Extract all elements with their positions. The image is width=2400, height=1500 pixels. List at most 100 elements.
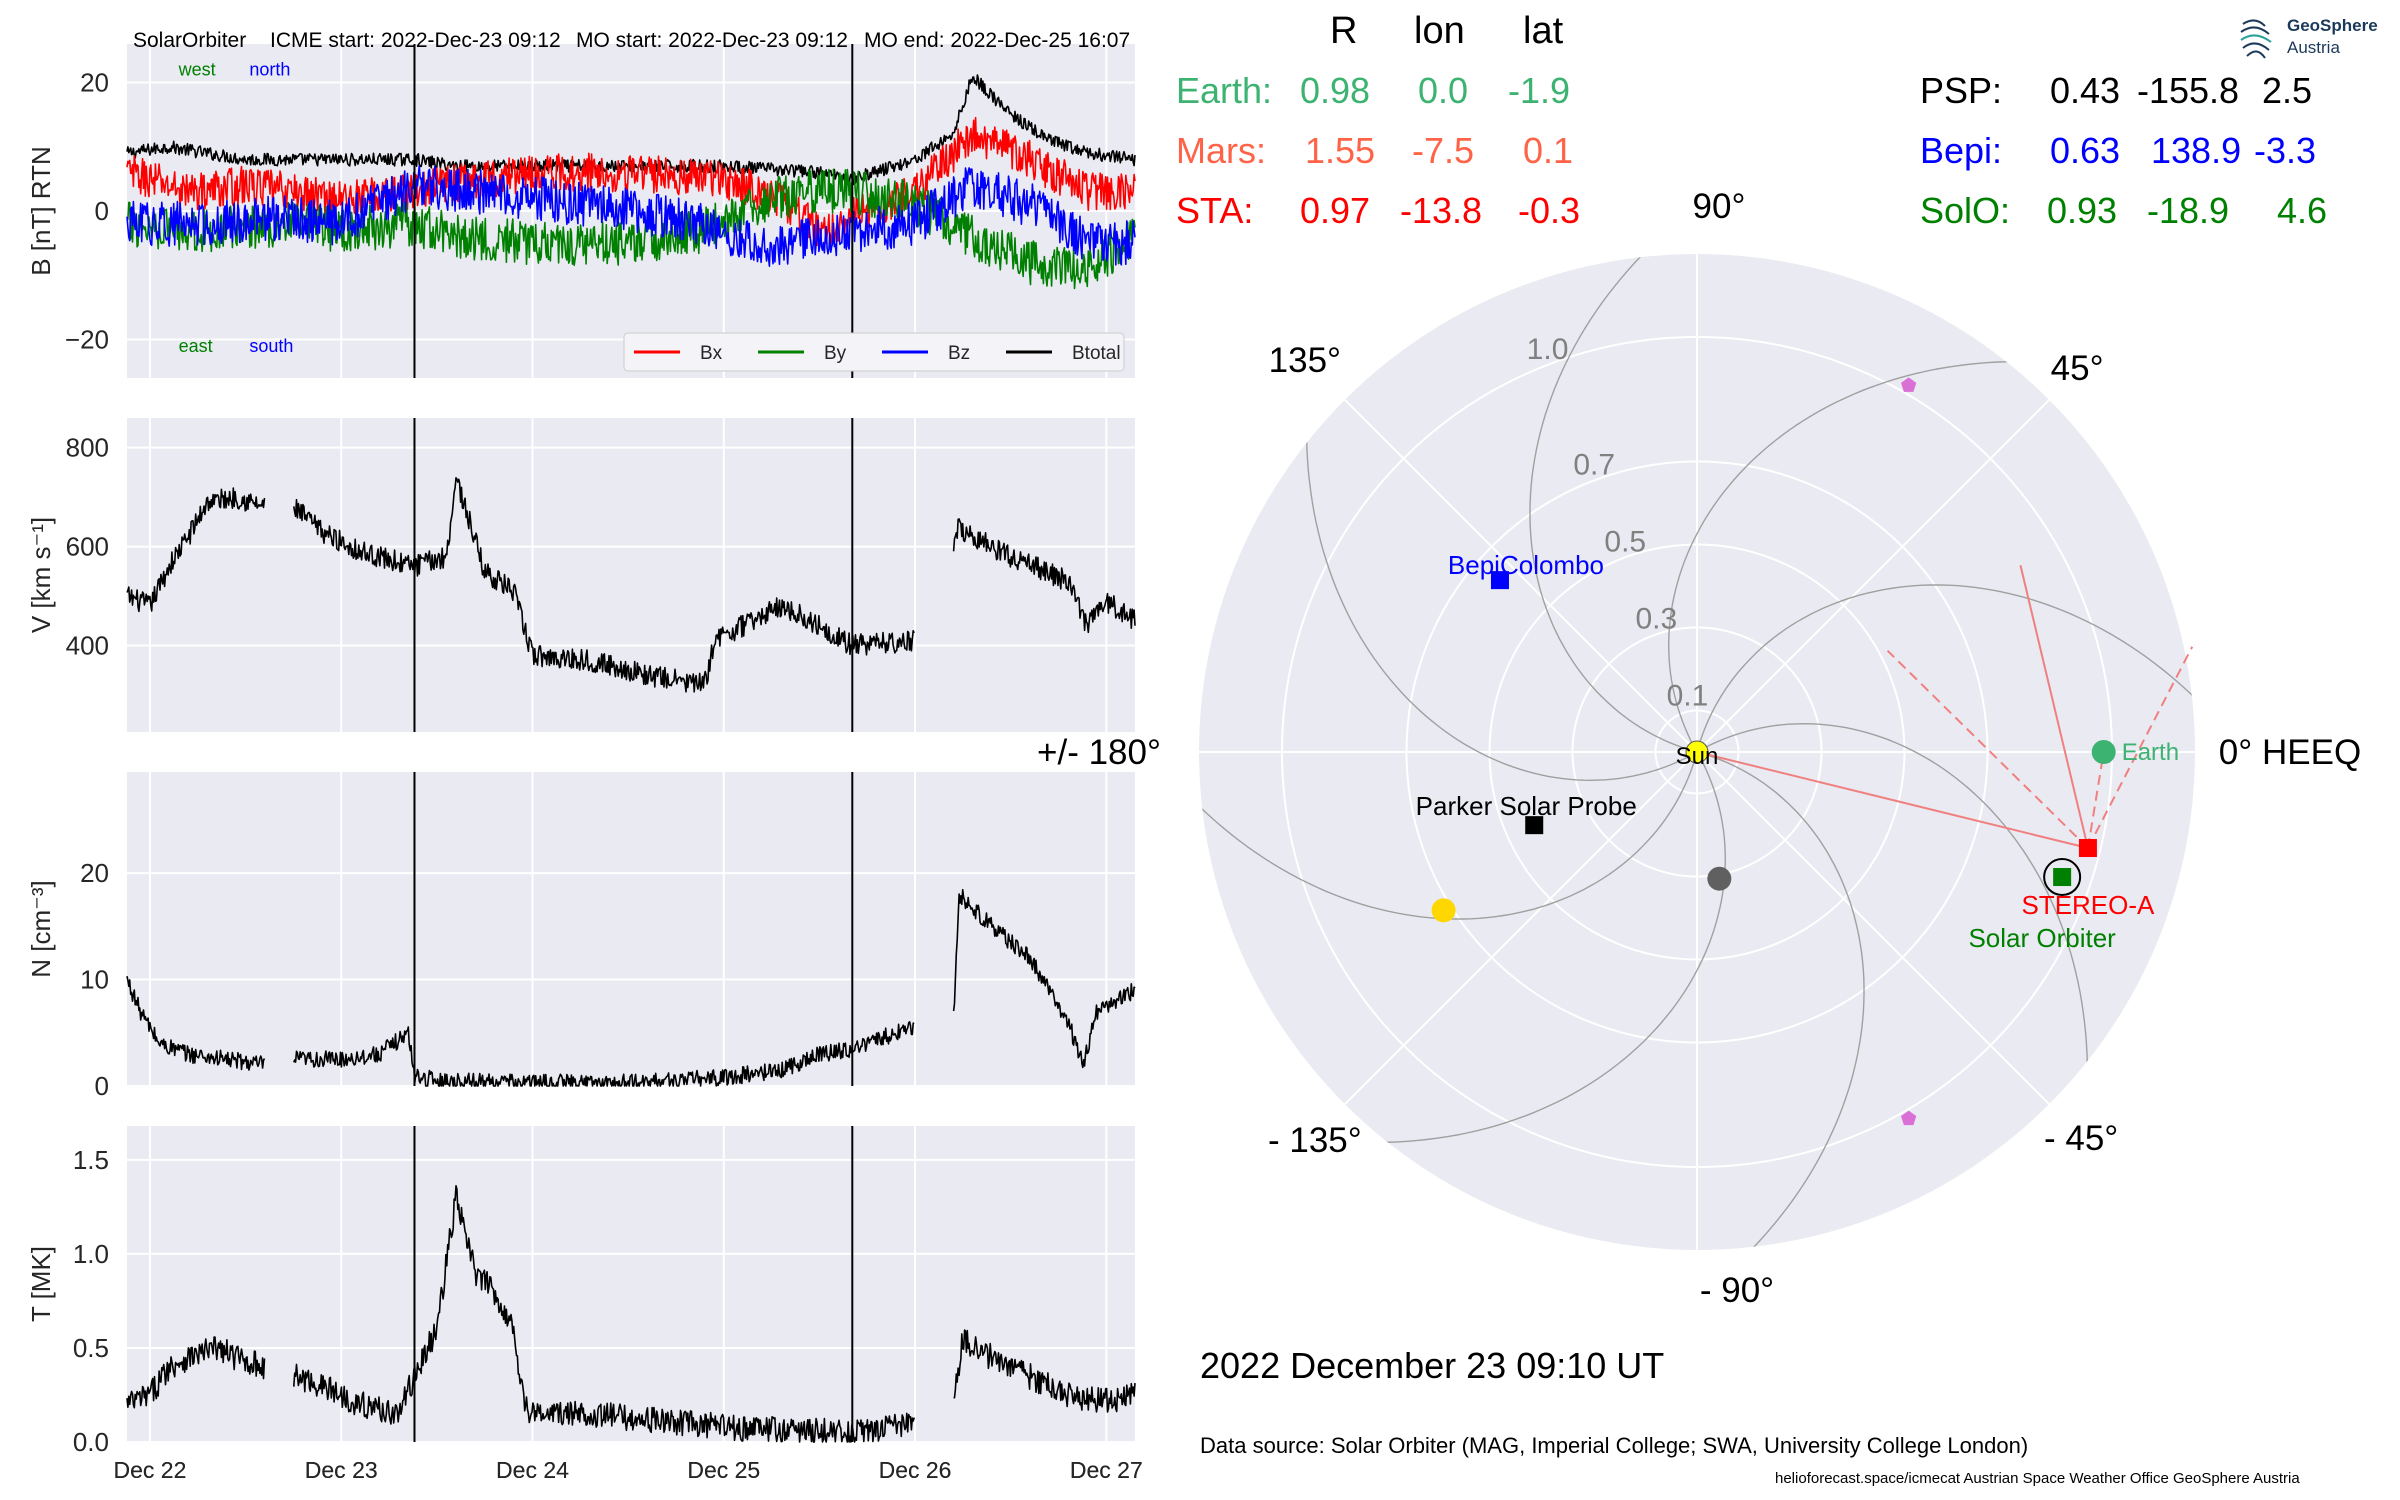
y-tick-label: 600 (66, 532, 109, 562)
x-tick-label: Dec 25 (687, 1457, 760, 1483)
pos-lat: 2.5 (2262, 70, 2313, 111)
y-tick-label: 20 (80, 68, 109, 98)
pos-name: Mars: (1176, 130, 1266, 171)
pos-name: SolO: (1920, 190, 2011, 231)
parker-spirals (1199, 254, 2195, 1250)
stereo-a-label: STEREO-A (2021, 890, 2155, 920)
polar-r-tick-label: 0.3 (1636, 603, 1678, 636)
y-axis-label: V [km s⁻¹] (26, 517, 56, 633)
polar-r-tick-label: 1.0 (1527, 333, 1569, 366)
parker-spiral-line (1694, 751, 1865, 1250)
pos-lon: 0.0 (1418, 70, 1469, 111)
polar-angular-gridline (1344, 751, 1698, 1105)
pos-r: 0.43 (2050, 70, 2121, 111)
header-spacecraft: SolarOrbiter (133, 29, 247, 52)
x-tick-label: Dec 24 (496, 1457, 569, 1483)
sun-marker (1685, 740, 1709, 764)
series-bx-line (126, 116, 1136, 247)
solar-orbiter-marker (2053, 868, 2072, 887)
parker-spiral-line (1667, 360, 2087, 753)
x-tick-label: Dec 24 (496, 1457, 569, 1483)
legend-box (623, 332, 1125, 372)
polar-r-tick-label: 0.5 (1604, 526, 1646, 559)
legend-label-bx: Bx (700, 343, 723, 364)
annotation-label: south (249, 336, 293, 356)
insitu-panel-3: 0 10 20 N [cm⁻³] (26, 772, 1136, 1101)
panel-background (127, 772, 1135, 1086)
pos-r: 0.98 (1300, 70, 1371, 111)
polar-angular-gridline (1696, 751, 2050, 1105)
pos-r: 1.55 (1305, 130, 1376, 171)
x-tick-label: Dec 23 (305, 1457, 378, 1483)
y-axis-label: T [MK] (26, 1246, 56, 1322)
pos-lat: -1.9 (1508, 70, 1571, 111)
panel-background (127, 1126, 1135, 1442)
source-label: Data source: Solar Orbiter (MAG, Imperia… (1200, 1433, 2029, 1458)
y-tick-label: 1.0 (73, 1239, 109, 1269)
polar-angle-label: - 135° (1268, 1121, 1362, 1160)
insitu-panel-1: −20 0 20 B [nT] RTN west north east south Bx By Bz… (26, 44, 1143, 1483)
bepicolombo-marker (1490, 571, 1509, 590)
parker-solar-probe-label: Parker Solar Probe (1416, 791, 1637, 821)
y-tick-label: 10 (80, 965, 109, 995)
annotation-label: west (178, 60, 216, 80)
pos-r: 0.97 (1300, 190, 1371, 231)
stereo-a-fov-line (2087, 646, 2194, 849)
stereo-a-fov-line (2086, 751, 2105, 849)
y-tick-label: 400 (66, 630, 109, 660)
pos-lon: -7.5 (1412, 130, 1475, 171)
logo-line1: GeoSphere (2287, 16, 2378, 35)
stereo-a-fov-line (2019, 565, 2089, 849)
venus-marker (1431, 898, 1456, 923)
header-mo-end: MO end: 2022-Dec-25 16:07 (864, 29, 1131, 52)
annotation-label: east (179, 336, 213, 356)
pos-r: 0.63 (2050, 130, 2121, 171)
x-tick-label: Dec 27 (1070, 1457, 1143, 1483)
insitu-panels: −20 0 20 B [nT] RTN west north east south Bx By Bz… (26, 44, 1143, 1483)
stereo-a-marker (2078, 839, 2097, 858)
y-tick-label: 0 (95, 1071, 109, 1101)
header-icme-start: ICME start: 2022-Dec-23 09:12 (270, 29, 561, 52)
pos-r: 0.93 (2047, 190, 2118, 231)
geosphere-logo: GeoSphere Austria (2235, 14, 2385, 64)
x-tick-label: Dec 22 (114, 1457, 187, 1483)
solar-orbiter-ring (2043, 858, 2082, 897)
panel-background (127, 418, 1135, 732)
insitu-panel-2: 400 600 800 V [km s⁻¹] (26, 418, 1136, 732)
pentagon-lower-marker (1901, 1110, 1917, 1126)
header-mo-start: MO start: 2022-Dec-23 09:12 (576, 29, 848, 52)
earth-marker (2091, 740, 2116, 764)
legend-label-bz: Bz (948, 343, 970, 364)
annotation-label: north (249, 60, 290, 80)
parker-solar-probe-marker (1525, 816, 1544, 835)
pos-lon: -18.9 (2147, 190, 2230, 231)
footer-label: helioforecast.space/icmecat Austrian Spa… (1775, 1470, 2300, 1487)
polar-angle-label: 135° (1269, 341, 1341, 380)
series-bz-line (126, 165, 1136, 267)
series-t-line (126, 1185, 1136, 1443)
polar-angular-gridline (1344, 399, 1698, 753)
y-tick-label: 1.5 (73, 1145, 109, 1175)
parker-spiral-line (1199, 749, 1698, 920)
y-axis-label: B [nT] RTN (26, 146, 56, 276)
y-tick-label: 0.5 (73, 1333, 109, 1363)
geosphere-logo-mark-icon (2240, 19, 2272, 59)
polar-angular-gridline (1696, 399, 2050, 753)
pos-header-r: R (1330, 10, 1358, 52)
logo-line2: Austria (2287, 38, 2340, 57)
mercury-marker (1707, 866, 1732, 891)
polar-r-tick-label: 0.1 (1667, 680, 1709, 713)
sun-label: Sun (1676, 743, 1719, 770)
y-tick-label: 20 (80, 858, 109, 888)
pos-name: PSP: (1920, 70, 2003, 111)
pos-header-lat: lat (1523, 10, 1564, 52)
series-v-line (126, 477, 1136, 693)
x-tick-label: Dec 26 (879, 1457, 952, 1483)
x-tick-label: Dec 25 (687, 1457, 760, 1483)
parker-spiral-line (1305, 362, 1698, 782)
parker-spiral-line (1696, 722, 2089, 1142)
pos-lon: -155.8 (2137, 70, 2240, 111)
parker-spiral-line (1529, 254, 1700, 753)
polar-r-tick-label: 0.7 (1573, 449, 1615, 482)
